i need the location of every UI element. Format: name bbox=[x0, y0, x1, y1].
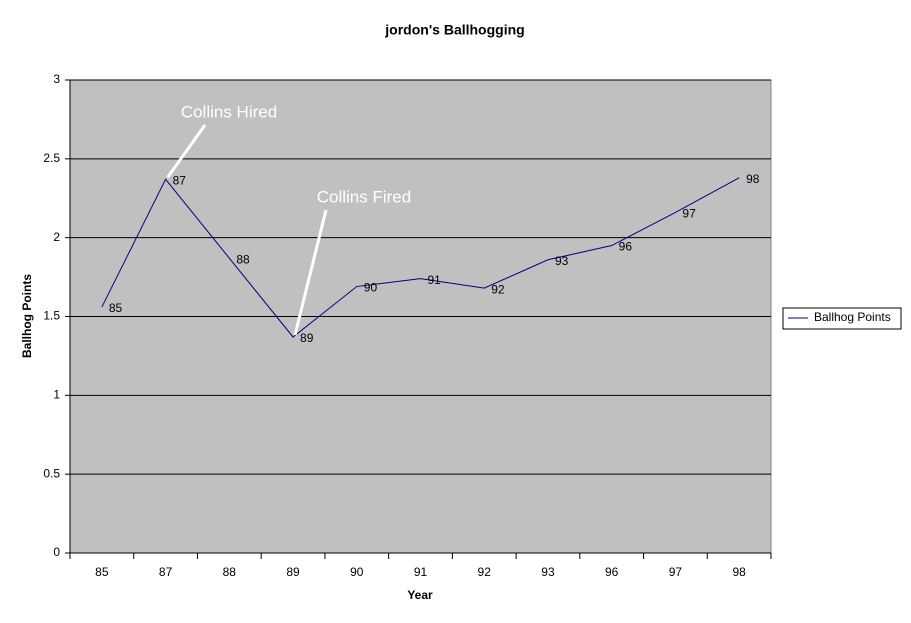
data-label: 93 bbox=[555, 254, 569, 268]
data-label: 97 bbox=[682, 207, 696, 221]
y-tick-label: 0.5 bbox=[43, 466, 60, 480]
annotation-pointer bbox=[293, 209, 328, 336]
data-label: 91 bbox=[428, 273, 442, 287]
x-tick-label: 88 bbox=[223, 565, 237, 579]
y-tick-label: 0 bbox=[53, 545, 60, 559]
y-tick-label: 2 bbox=[53, 230, 60, 244]
x-tick-label: 92 bbox=[478, 565, 492, 579]
data-label: 90 bbox=[364, 281, 378, 295]
chart-title: jordon's Ballhogging bbox=[384, 22, 524, 38]
data-label: 98 bbox=[746, 172, 760, 186]
y-tick-label: 1 bbox=[53, 388, 60, 402]
x-tick-label: 96 bbox=[605, 565, 619, 579]
x-tick-label: 85 bbox=[95, 565, 109, 579]
data-label: 87 bbox=[173, 174, 187, 188]
data-label: 92 bbox=[491, 282, 505, 296]
annotation-pointer bbox=[166, 124, 207, 179]
data-label: 96 bbox=[619, 240, 633, 254]
x-tick-label: 87 bbox=[159, 565, 173, 579]
x-axis-label: Year bbox=[407, 588, 433, 602]
y-tick-label: 1.5 bbox=[43, 309, 60, 323]
x-tick-label: 89 bbox=[286, 565, 300, 579]
x-tick-label: 91 bbox=[414, 565, 428, 579]
y-axis-label: Ballhog Points bbox=[20, 274, 34, 358]
x-tick-label: 90 bbox=[350, 565, 364, 579]
data-line bbox=[101, 177, 740, 338]
annotation: Collins Hired bbox=[181, 102, 277, 121]
x-tick-label: 93 bbox=[541, 565, 555, 579]
data-label: 89 bbox=[300, 331, 314, 345]
legend-box bbox=[782, 307, 902, 330]
annotation: Collins Fired bbox=[317, 187, 411, 206]
data-label: 85 bbox=[109, 301, 123, 315]
legend-label: Ballhog Points bbox=[814, 310, 891, 324]
data-label: 88 bbox=[236, 252, 250, 266]
y-tick-label: 3 bbox=[53, 72, 60, 86]
x-tick-label: 98 bbox=[732, 565, 746, 579]
x-tick-label: 97 bbox=[669, 565, 683, 579]
y-tick-label: 2.5 bbox=[43, 151, 60, 165]
